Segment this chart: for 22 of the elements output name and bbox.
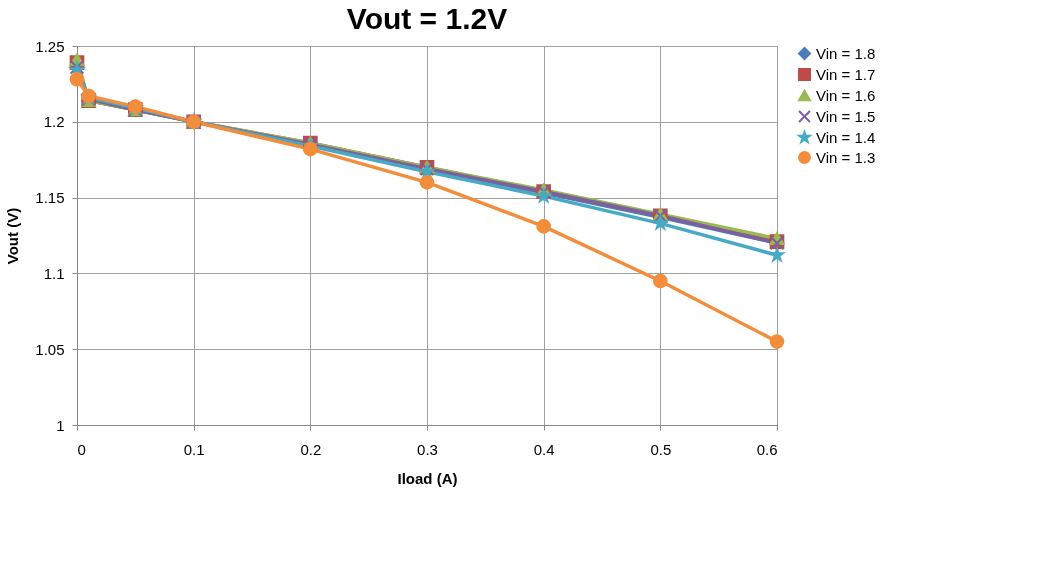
y-axis-title: Vout (V) (4, 207, 22, 265)
x-tick-label: 0.3 (417, 440, 438, 458)
legend-label: Vin = 1.5 (816, 107, 876, 125)
y-tick-label: 1.25 (35, 37, 65, 55)
legend-label: Vin = 1.7 (816, 65, 876, 83)
legend-label: Vin = 1.8 (816, 44, 876, 62)
x-tick-label: 0 (77, 440, 86, 458)
y-tick-label: 1 (56, 416, 65, 434)
x-tick-label: 0.4 (533, 440, 555, 458)
x-tick-label: 0.2 (300, 440, 322, 458)
x-tick-label: 0.1 (183, 440, 205, 458)
x-tick-label: 0.5 (650, 440, 672, 458)
y-tick-label: 1.05 (35, 340, 65, 358)
y-tick-label: 1.2 (43, 113, 65, 131)
x-tick-label: 0.6 (756, 440, 778, 458)
legend-label: Vin = 1.3 (816, 148, 876, 166)
y-tick-label: 1.15 (35, 189, 65, 207)
legend-label: Vin = 1.6 (816, 86, 876, 104)
y-tick-label: 1.1 (43, 264, 65, 282)
legend-label: Vin = 1.4 (816, 128, 876, 146)
chart-title: Vout = 1.2V (346, 2, 508, 35)
x-axis-title: Iload (A) (397, 469, 458, 487)
